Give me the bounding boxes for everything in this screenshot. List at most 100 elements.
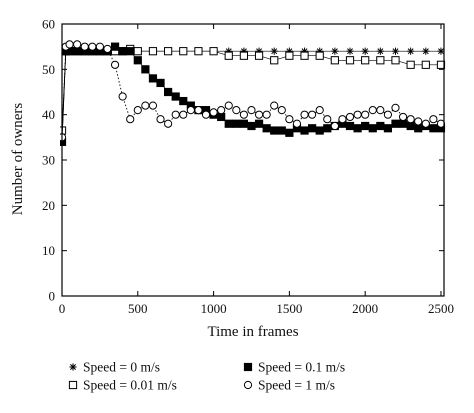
data-point xyxy=(391,56,400,65)
data-point xyxy=(179,96,188,106)
data-point xyxy=(126,47,135,56)
legend-item: Speed = 1 m/s xyxy=(243,378,335,393)
data-point xyxy=(103,44,112,54)
x-tick-label: 2000 xyxy=(352,301,378,316)
y-axis-label: Number of owners xyxy=(10,103,26,216)
legend-marker xyxy=(243,380,253,390)
data-point xyxy=(292,119,302,128)
data-point xyxy=(164,47,173,56)
data-point xyxy=(270,101,279,110)
data-point xyxy=(330,121,339,131)
data-point xyxy=(429,124,438,133)
x-tick-label: 500 xyxy=(128,301,148,316)
data-point xyxy=(118,92,127,101)
data-point xyxy=(110,42,120,51)
data-point xyxy=(361,56,370,65)
data-point xyxy=(148,47,158,56)
data-point xyxy=(368,124,377,133)
data-point xyxy=(421,60,430,69)
data-point xyxy=(254,51,264,60)
data-point xyxy=(345,112,355,122)
y-tick-label: 60 xyxy=(42,17,55,32)
data-point xyxy=(88,42,97,51)
data-point xyxy=(323,124,332,133)
data-point xyxy=(277,126,286,135)
data-point xyxy=(164,87,173,97)
data-point xyxy=(171,110,180,119)
data-point xyxy=(353,110,362,119)
data-point xyxy=(224,51,233,60)
x-tick-label: 1000 xyxy=(201,301,227,316)
data-point xyxy=(376,47,384,55)
data-point xyxy=(186,106,195,115)
data-point xyxy=(398,119,408,128)
x-axis-label: Time in frames xyxy=(207,324,298,340)
data-point xyxy=(330,56,339,65)
data-point xyxy=(285,128,294,137)
data-point xyxy=(65,40,74,49)
data-point xyxy=(73,40,82,49)
y-tick-label: 0 xyxy=(49,289,56,304)
data-point xyxy=(376,121,385,131)
data-point xyxy=(406,60,415,69)
series-2 xyxy=(60,44,446,135)
data-point xyxy=(95,42,104,51)
data-point xyxy=(429,115,438,124)
data-point xyxy=(148,74,158,83)
data-point xyxy=(331,47,339,55)
data-point xyxy=(254,119,264,128)
legend-label: Speed = 0.01 m/s xyxy=(83,378,177,393)
data-point xyxy=(383,110,393,119)
data-point xyxy=(391,103,400,112)
data-point xyxy=(383,124,393,133)
data-point xyxy=(179,110,188,119)
series-4 xyxy=(60,40,446,142)
data-point xyxy=(148,101,158,110)
data-point xyxy=(224,119,233,128)
data-point xyxy=(391,119,400,128)
data-point xyxy=(315,106,324,115)
data-point xyxy=(239,51,249,60)
data-point xyxy=(239,119,249,128)
data-point xyxy=(407,47,415,55)
data-point xyxy=(247,106,256,115)
data-point xyxy=(345,56,355,65)
data-point xyxy=(217,106,226,115)
data-point xyxy=(141,101,150,110)
data-point xyxy=(346,47,354,55)
data-point xyxy=(141,65,150,74)
y-tick-label: 20 xyxy=(42,198,55,213)
data-point xyxy=(194,106,203,115)
y-tick-label: 30 xyxy=(42,153,55,168)
x-tick-label: 2500 xyxy=(428,301,454,316)
data-point xyxy=(376,56,385,65)
data-point xyxy=(194,47,203,56)
data-point xyxy=(437,47,445,55)
legend-marker xyxy=(69,363,77,371)
data-point xyxy=(368,106,377,115)
data-point xyxy=(300,51,309,60)
data-point xyxy=(323,115,332,124)
data-point xyxy=(262,124,271,133)
data-point xyxy=(133,106,142,115)
y-tick-label: 50 xyxy=(42,62,55,77)
y-tick-label: 10 xyxy=(42,243,55,258)
data-point xyxy=(262,110,271,119)
series-layer xyxy=(60,40,446,146)
data-point xyxy=(224,101,233,110)
plot-frame xyxy=(61,23,445,297)
data-point xyxy=(247,121,256,131)
data-point xyxy=(126,115,135,124)
data-point xyxy=(73,47,82,56)
data-point xyxy=(209,47,218,56)
data-point xyxy=(338,115,347,124)
data-point xyxy=(277,106,286,115)
data-point xyxy=(270,126,279,135)
data-point xyxy=(421,119,430,128)
legend-item: Speed = 0 m/s xyxy=(69,360,160,375)
data-point xyxy=(239,110,249,119)
data-point xyxy=(414,117,423,126)
data-point xyxy=(270,47,278,55)
data-point xyxy=(353,124,362,133)
